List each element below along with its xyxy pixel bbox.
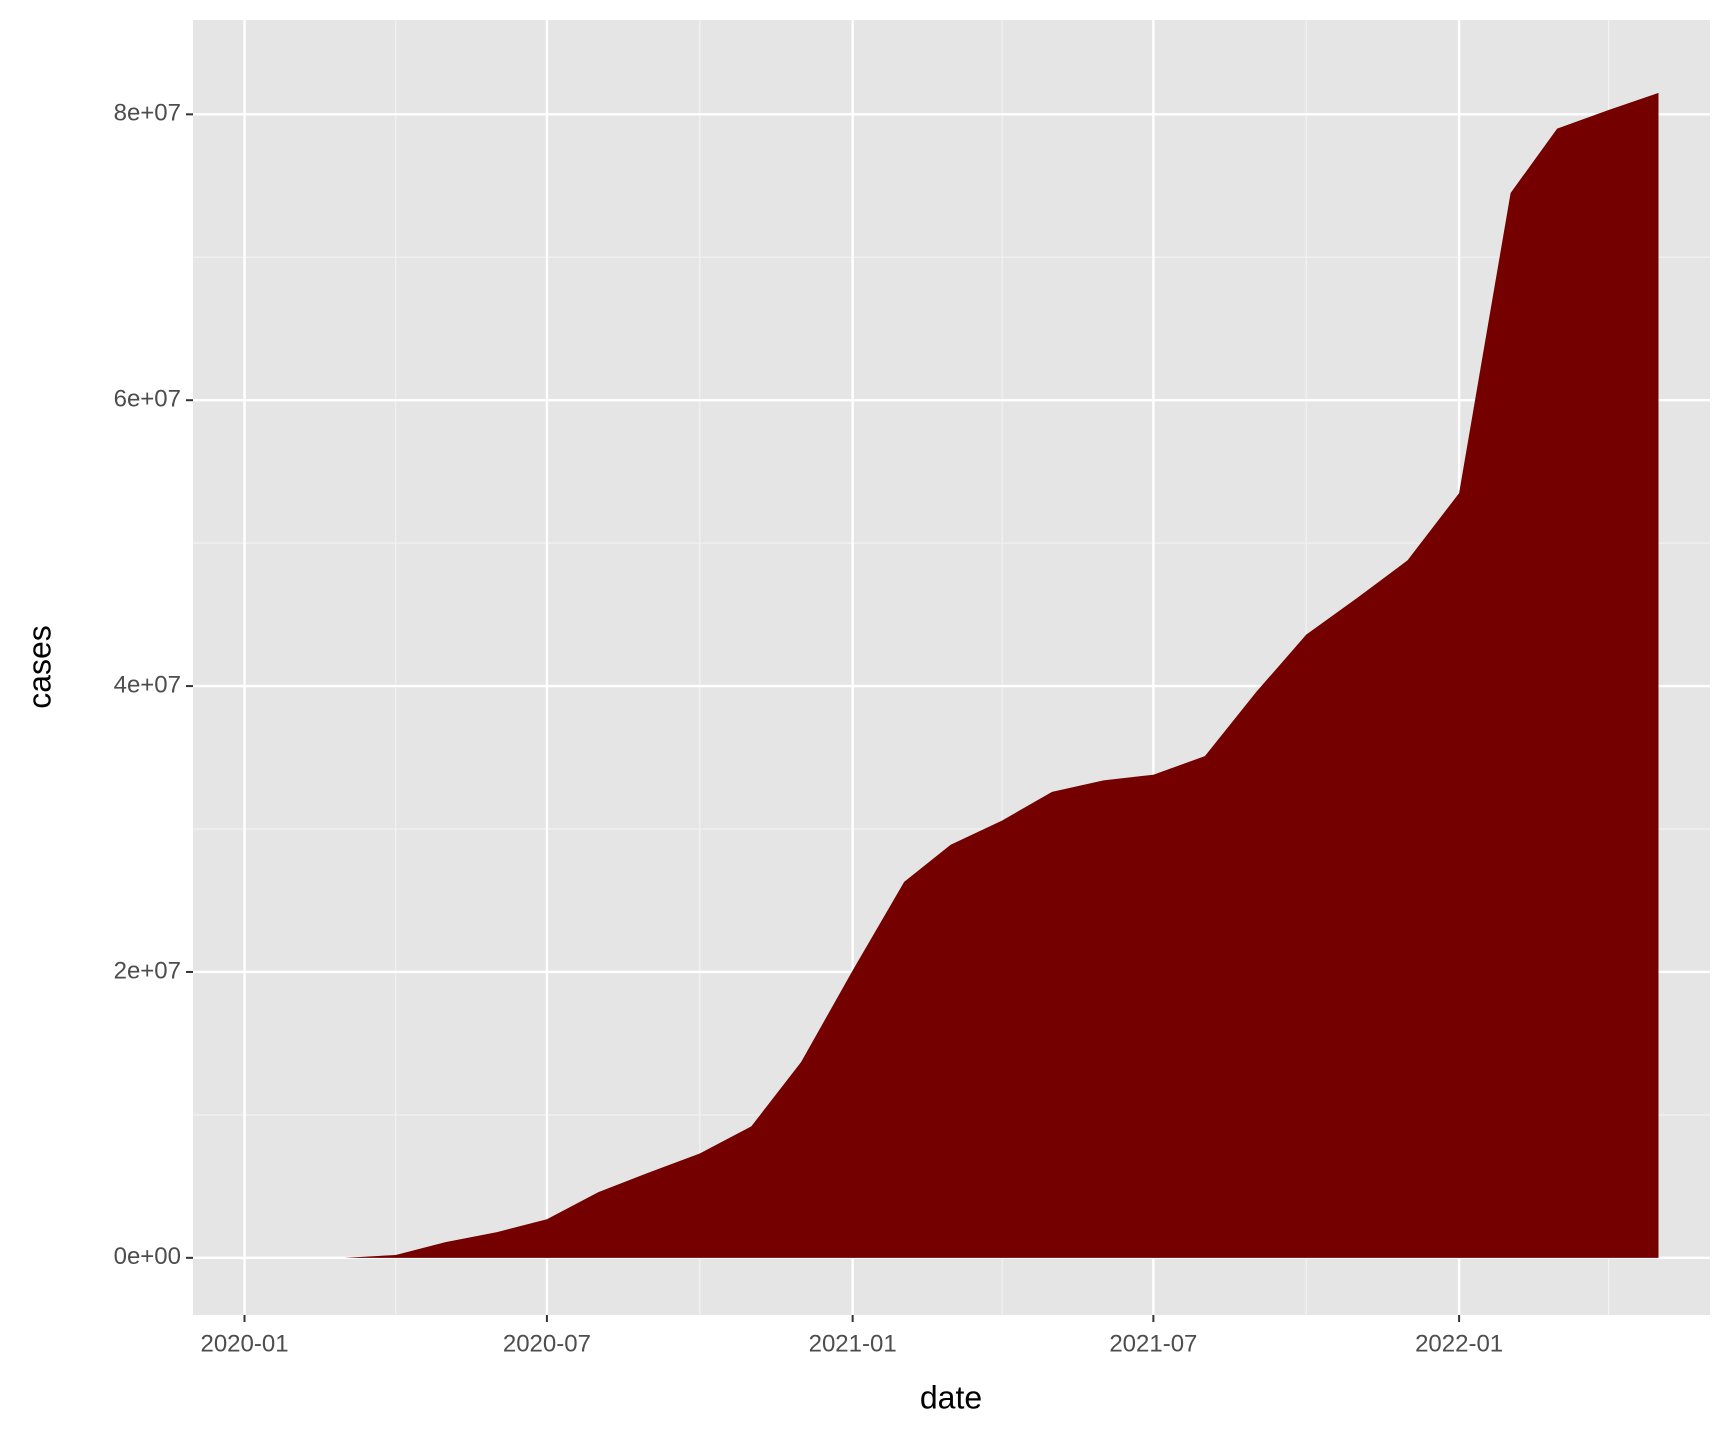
y-tick-label: 2e+07 [114, 957, 181, 984]
y-tick-label: 4e+07 [114, 671, 181, 698]
x-tick-label: 2021-07 [1109, 1330, 1197, 1357]
area [296, 92, 1659, 1258]
x-tick-label: 2021-01 [809, 1330, 897, 1357]
y-tick-label: 6e+07 [114, 386, 181, 413]
y-tick-label: 8e+07 [114, 100, 181, 127]
y-axis-title: cases [21, 625, 57, 709]
x-tick-label: 2022-01 [1415, 1330, 1503, 1357]
y-tick-label: 0e+00 [114, 1243, 181, 1270]
x-tick-label: 2020-07 [503, 1330, 591, 1357]
x-tick-label: 2020-01 [200, 1330, 288, 1357]
x-axis-title: date [920, 1379, 982, 1415]
